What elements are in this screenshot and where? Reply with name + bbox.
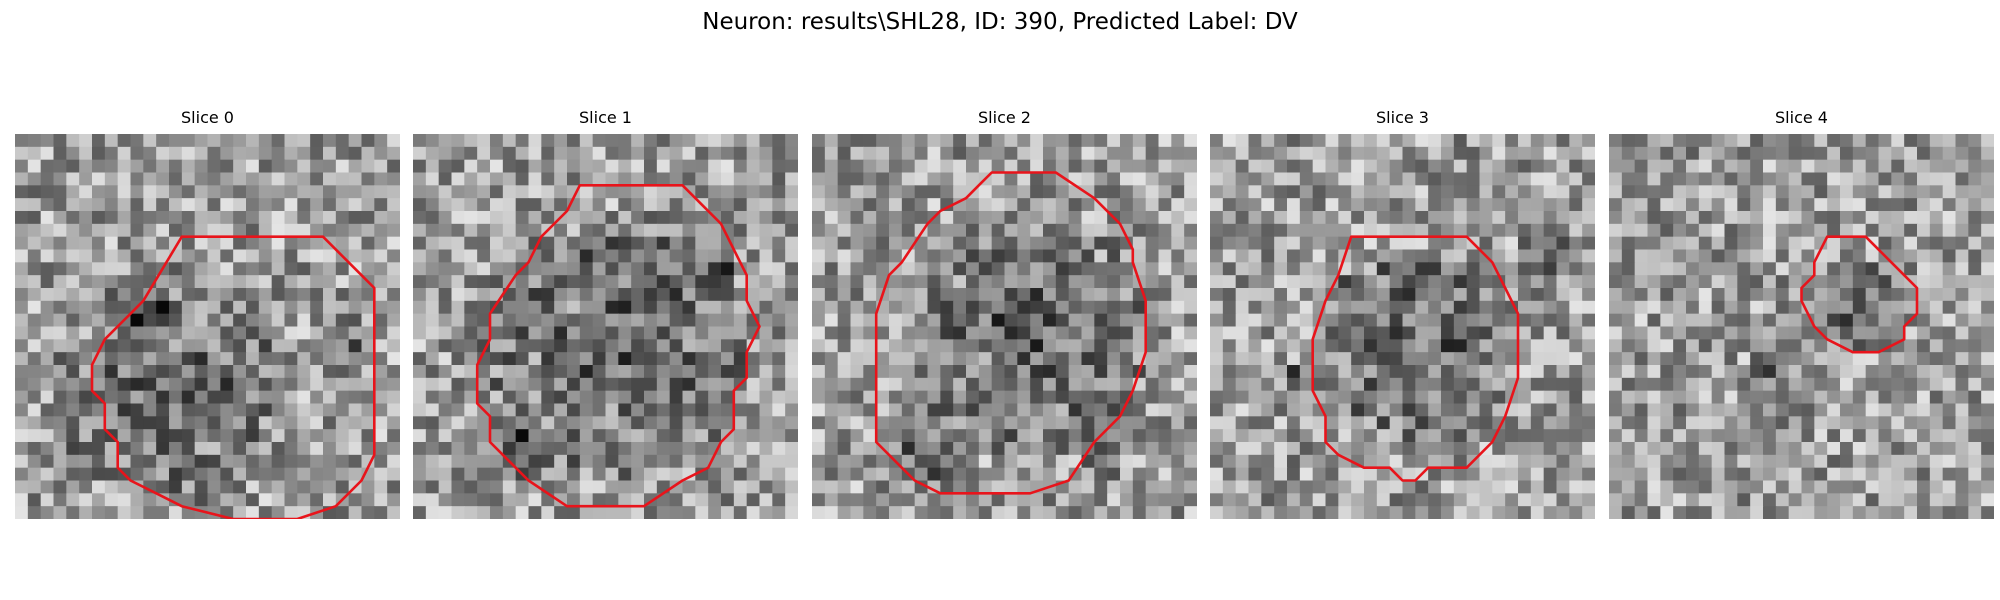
- figure-title: Neuron: results\SHL28, ID: 390, Predicte…: [702, 9, 1298, 35]
- slice-image: [1210, 134, 1595, 519]
- slice-title: Slice 0: [181, 108, 234, 127]
- slice-image: [413, 134, 798, 519]
- slice-panel-0: Slice 0: [15, 108, 400, 519]
- roi-contour: [1311, 235, 1520, 482]
- roi-contour: [475, 183, 761, 508]
- slice-panel-2: Slice 2: [812, 108, 1197, 519]
- slice-image: [1609, 134, 1994, 519]
- roi-contour: [1800, 235, 1919, 354]
- slice-title: Slice 3: [1376, 108, 1429, 127]
- slice-title: Slice 1: [579, 108, 632, 127]
- slice-panel-1: Slice 1: [413, 108, 798, 519]
- roi-contour: [874, 171, 1148, 495]
- roi-contour: [90, 235, 376, 519]
- slice-image: [15, 134, 400, 519]
- slice-panel-4: Slice 4: [1609, 108, 1994, 519]
- slice-image: [812, 134, 1197, 519]
- slice-title: Slice 2: [978, 108, 1031, 127]
- slice-title: Slice 4: [1775, 108, 1828, 127]
- slice-panel-3: Slice 3: [1210, 108, 1595, 519]
